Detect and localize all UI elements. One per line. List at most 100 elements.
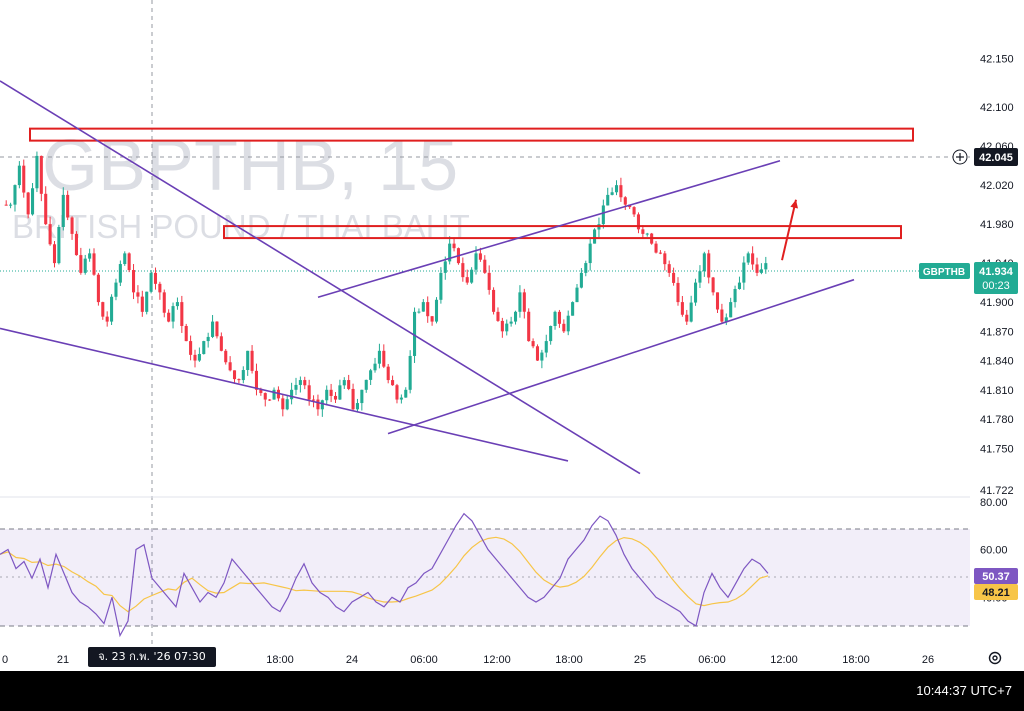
candle-body: [48, 224, 52, 245]
candle-body: [483, 259, 487, 273]
time-tick-label: 06:00: [698, 654, 726, 666]
candle-body: [667, 264, 671, 273]
candle-body: [474, 253, 478, 270]
candle-body: [645, 233, 649, 235]
candle-body: [114, 282, 118, 297]
candle-body: [250, 350, 254, 371]
candle-body: [342, 380, 346, 386]
lower-descending-line[interactable]: [0, 327, 569, 462]
price-tick-label: 41.780: [980, 414, 1014, 426]
candle-body: [184, 325, 188, 342]
candle-body: [404, 389, 408, 398]
candle-body: [417, 311, 421, 313]
price-tick-label: 41.900: [980, 297, 1014, 309]
candle-body: [729, 302, 733, 318]
candle-body: [355, 403, 359, 410]
rsi-value-badges: 50.37 48.21: [974, 568, 1018, 600]
candle-body: [364, 379, 368, 390]
candle-body: [601, 205, 605, 225]
candle-body: [478, 253, 482, 260]
rsi-ma-line: [0, 536, 769, 613]
candle-body: [88, 253, 92, 259]
rsi-ma-value: 48.21: [982, 587, 1010, 599]
candle-body: [571, 302, 575, 316]
candle-body: [623, 197, 627, 205]
candle-body: [202, 341, 206, 354]
rising-channel-top[interactable]: [317, 160, 781, 298]
time-axis[interactable]: 0 21 18:00 24 06:00 12:00 18:00 25 06:00 12:00 18:…: [2, 654, 934, 666]
candle-body: [294, 384, 298, 390]
candle-body: [707, 253, 711, 278]
candle-body: [219, 336, 223, 351]
candle-body: [369, 370, 373, 380]
candle-body: [724, 317, 728, 322]
candle-body: [118, 264, 122, 283]
time-tick-label: 24: [346, 654, 358, 666]
price-tick-label: 41.980: [980, 219, 1014, 231]
candle-body: [127, 253, 131, 271]
candle-body: [715, 292, 720, 310]
candle-body: [101, 302, 105, 317]
time-tick-label: 06:00: [410, 654, 438, 666]
rsi-tick-label: 60.00: [980, 545, 1008, 557]
candle-body: [35, 155, 39, 189]
rsi-tick-label: 80.00: [980, 497, 1008, 509]
candle-body: [281, 398, 285, 410]
candle-body: [263, 393, 267, 400]
price-tick-label: 42.150: [980, 53, 1014, 65]
trendlines[interactable]: [0, 80, 855, 475]
candle-body: [4, 204, 8, 206]
candle-body: [246, 350, 250, 371]
candle-body: [720, 309, 724, 322]
candle-body: [540, 352, 544, 361]
candle-body: [759, 269, 763, 273]
direction-arrow[interactable]: [781, 199, 798, 261]
last-price-value: 41.934: [979, 266, 1014, 278]
candle-body: [211, 321, 215, 337]
rising-channel-bottom[interactable]: [387, 278, 855, 435]
settings-icon[interactable]: [987, 650, 1003, 666]
resistance-zone-lower[interactable]: [223, 225, 902, 240]
time-tick-label: 21: [57, 654, 69, 666]
clock: 10:44:37 UTC+7: [916, 683, 1012, 698]
candle-body: [408, 355, 412, 390]
candle-body: [492, 289, 496, 312]
candle-body: [694, 282, 698, 303]
candle-body: [303, 380, 307, 386]
candle-body: [228, 362, 232, 371]
candle-body: [518, 292, 522, 312]
candle-body: [557, 311, 561, 324]
candle-body: [215, 321, 219, 337]
candle-body: [386, 366, 390, 381]
candle-body: [487, 272, 491, 290]
candle-body: [566, 315, 570, 332]
candle-body: [285, 399, 289, 410]
candle-body: [465, 277, 469, 283]
candle-body: [268, 399, 272, 401]
candle-body: [171, 306, 175, 322]
candle-body: [52, 244, 57, 264]
rsi-value: 50.37: [982, 571, 1010, 583]
crosshair-price: 42.045: [979, 152, 1013, 164]
candle-body: [588, 243, 592, 264]
candle-body: [237, 379, 241, 381]
candle-body: [298, 380, 302, 385]
candle-body: [153, 272, 158, 284]
candle-body: [654, 243, 658, 253]
level-boxes[interactable]: [29, 127, 914, 240]
candle-body: [338, 385, 342, 400]
price-tick-label: 41.722: [980, 485, 1014, 497]
candle-body: [737, 282, 741, 290]
candle-body: [123, 253, 127, 265]
candle-body: [312, 399, 316, 401]
time-tick-label: 18:00: [555, 654, 583, 666]
candle-body: [500, 320, 504, 332]
candle-body: [522, 292, 526, 312]
candle-body: [395, 385, 399, 400]
resistance-zone-upper[interactable]: [29, 127, 914, 142]
candle-body: [584, 263, 588, 273]
candle-body: [434, 299, 439, 322]
descending-line[interactable]: [0, 80, 641, 475]
candle-body: [92, 253, 96, 275]
